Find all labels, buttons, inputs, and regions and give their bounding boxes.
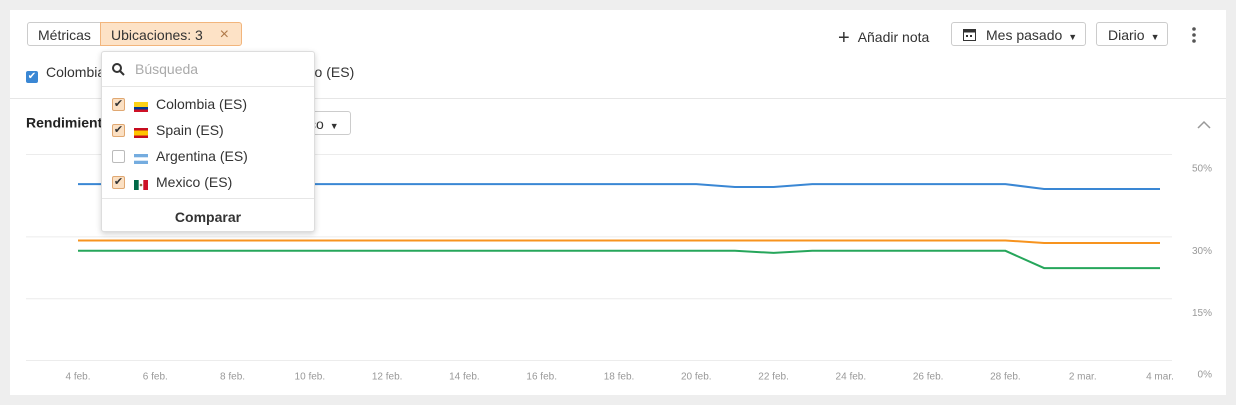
location-option[interactable]: Argentina (ES): [102, 144, 314, 170]
compare-button[interactable]: Comparar: [174, 209, 242, 225]
checkbox[interactable]: ✔: [112, 124, 125, 137]
series-line: [78, 249, 1160, 270]
x-tick-label: 14 feb.: [449, 372, 480, 383]
collapse-icon[interactable]: [1197, 120, 1211, 129]
legend-checkbox: ✔: [26, 71, 38, 83]
flag-icon: [134, 128, 148, 138]
x-tick-label: 18 feb.: [604, 372, 635, 383]
locations-label: Ubicaciones: 3: [111, 27, 203, 43]
x-tick-label: 8 feb.: [220, 372, 245, 383]
flag: [134, 177, 148, 190]
location-option[interactable]: ✔ Spain (ES): [102, 118, 314, 144]
interval-select[interactable]: Diario ▼: [1096, 22, 1168, 46]
checkbox[interactable]: ✔: [112, 176, 125, 189]
add-note-label: Añadir nota: [857, 29, 930, 45]
flag: [134, 125, 148, 138]
x-tick-label: 10 feb.: [295, 372, 326, 383]
metrics-tab[interactable]: Métricas: [27, 22, 101, 46]
location-option[interactable]: ✔ Colombia (ES): [102, 92, 314, 118]
flag-icon: [134, 180, 148, 190]
search-input[interactable]: Búsqueda: [135, 61, 199, 77]
x-tick-label: 28 feb.: [990, 372, 1021, 383]
x-tick-label: 24 feb.: [836, 372, 867, 383]
period-select[interactable]: Mes pasado ▼: [951, 22, 1086, 46]
x-tick-label: 6 feb.: [143, 372, 168, 383]
y-tick-label: 50%: [1192, 164, 1212, 175]
y-tick-label: 0%: [1198, 370, 1213, 381]
option-label: Colombia (ES): [156, 96, 248, 112]
x-tick-label: 4 mar.: [1146, 372, 1174, 383]
divider: [102, 86, 314, 87]
flag: [134, 151, 148, 164]
locations-dropdown: Búsqueda ✔ Colombia (ES) ✔ Spain (ES) Argent…: [101, 51, 315, 232]
checkbox[interactable]: [112, 150, 125, 163]
option-label: Mexico (ES): [156, 174, 233, 190]
flag-icon: [134, 102, 148, 112]
location-option[interactable]: ✔ Mexico (ES): [102, 170, 314, 196]
y-tick-label: 15%: [1192, 308, 1212, 319]
add-note[interactable]: + Añadir nota: [838, 27, 930, 49]
x-tick-label: 2 mar.: [1069, 372, 1097, 383]
x-tick-label: 20 feb.: [681, 372, 712, 383]
option-label: Spain (ES): [156, 122, 224, 138]
flag: [134, 99, 148, 112]
section-title: Rendimiento: [26, 115, 111, 131]
x-tick-label: 4 feb.: [65, 372, 90, 383]
x-tick-label: 26 feb.: [913, 372, 944, 383]
more-menu[interactable]: [1190, 27, 1198, 43]
calendar-icon: [963, 29, 976, 41]
checkbox[interactable]: ✔: [112, 98, 125, 111]
x-tick-label: 22 feb.: [758, 372, 789, 383]
divider: [102, 198, 314, 199]
interval-label: Diario: [1108, 27, 1145, 43]
x-tick-label: 16 feb.: [526, 372, 557, 383]
y-tick-label: 30%: [1192, 246, 1212, 257]
flag-icon: [134, 154, 148, 164]
search-icon: [112, 63, 125, 76]
locations-tab[interactable]: Ubicaciones: 3 ×: [100, 22, 242, 46]
option-label: Argentina (ES): [156, 148, 248, 164]
x-tick-label: 12 feb.: [372, 372, 403, 383]
series-line: [78, 239, 1160, 244]
period-label: Mes pasado: [986, 27, 1063, 43]
